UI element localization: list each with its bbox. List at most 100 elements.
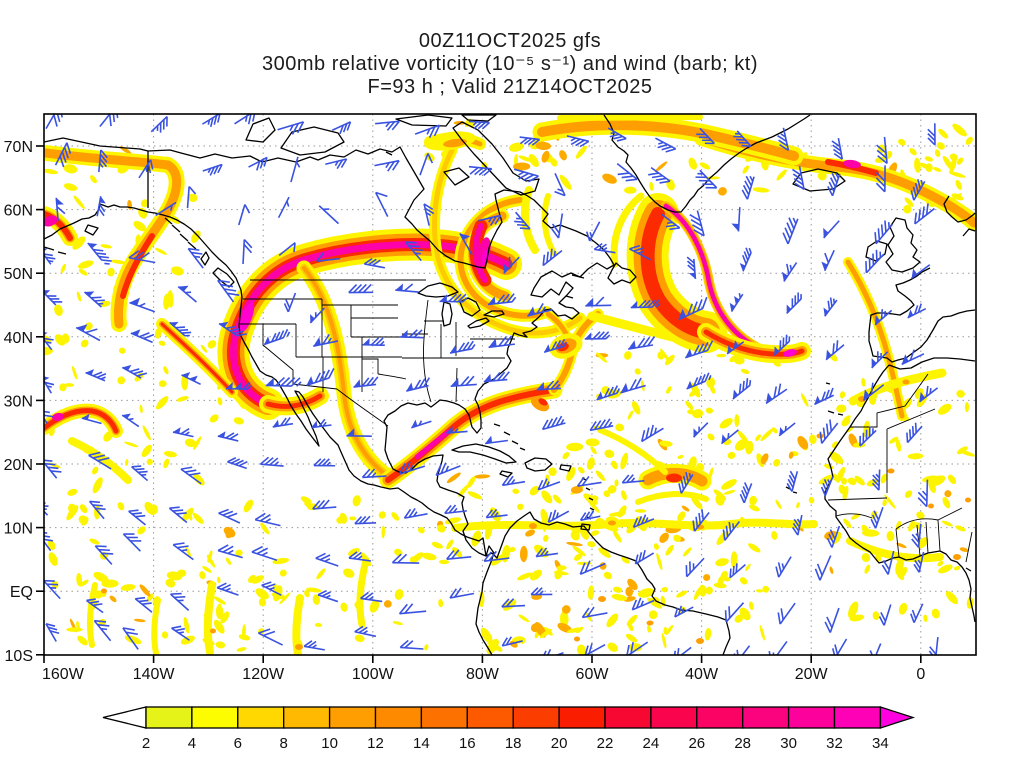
wind-barb	[777, 127, 790, 151]
wind-barb	[685, 557, 705, 578]
wind-barb	[741, 175, 755, 200]
wind-barb	[862, 382, 885, 401]
wind-barb	[501, 598, 526, 608]
colorbar-segment	[328, 706, 377, 729]
vorticity-streak	[557, 114, 703, 121]
wind-barb	[277, 121, 305, 135]
coastline-path	[44, 203, 495, 655]
colorbar-tick-label: 24	[643, 735, 660, 752]
colorbar-tick-label: 16	[459, 735, 476, 752]
wind-barb	[169, 592, 190, 611]
wind-barb	[89, 500, 106, 520]
wind-barb	[85, 369, 107, 382]
wind-barb	[374, 191, 389, 217]
wind-barb	[825, 340, 845, 361]
wind-barb	[259, 456, 284, 467]
wind-barb	[878, 604, 892, 626]
wind-barb	[865, 249, 885, 274]
wind-barb	[186, 185, 197, 209]
vorticity-streak	[638, 463, 712, 491]
wind-barb	[543, 648, 564, 655]
wind-barb	[720, 429, 739, 445]
wind-barb	[202, 114, 221, 128]
wind-barb	[503, 256, 520, 274]
wind-barb	[216, 582, 239, 596]
vorticity-streak	[428, 144, 586, 339]
coastline-path	[44, 137, 731, 655]
coastline-path	[164, 217, 197, 250]
wind-barb	[821, 250, 835, 272]
vorticity-blob	[574, 636, 580, 642]
wind-barb	[272, 416, 294, 428]
vorticity-blob	[101, 588, 107, 594]
wind-barb	[316, 252, 341, 262]
coastline-path	[385, 151, 393, 156]
wind-barb	[859, 426, 877, 447]
wind-barb	[917, 479, 929, 508]
colorbar-segment	[420, 706, 468, 729]
wind-barb	[155, 201, 177, 216]
wind-barb	[876, 136, 888, 165]
colorbar-tick-label: 18	[505, 735, 522, 752]
vorticity-blob	[696, 638, 704, 644]
wind-barb	[739, 247, 752, 272]
wind-barb	[318, 205, 340, 225]
wind-barb	[129, 297, 156, 313]
wind-barb	[733, 130, 752, 147]
wind-barb	[306, 368, 335, 387]
wind-barb	[138, 159, 154, 179]
colorbar-tick-label: 34	[872, 735, 889, 752]
y-axis-label: 10S	[5, 648, 33, 665]
coastline-path	[461, 114, 497, 122]
wind-barb	[325, 158, 348, 170]
vorticity-streak	[44, 206, 78, 246]
wind-barb	[634, 550, 655, 565]
colorbar-tick-label: 6	[234, 735, 242, 752]
wind-barb	[44, 579, 61, 600]
vorticity-streak	[156, 318, 238, 398]
wind-barb	[695, 169, 718, 189]
wind-barb	[579, 510, 601, 522]
colorbar-segment	[558, 706, 606, 729]
wind-barb	[449, 340, 476, 354]
wind-barb	[168, 506, 188, 524]
colorbar-segment	[466, 706, 514, 729]
vorticity-streak	[259, 387, 329, 416]
wind-barb	[814, 555, 832, 581]
colorbar: 2 4 6 8 10 12 14 16 18 20 22 24 26 28 30 32 34	[102, 706, 916, 752]
wind-barb	[673, 646, 692, 655]
colorbar-segment	[787, 706, 836, 729]
wind-barb	[674, 605, 694, 618]
wind-barb	[485, 508, 508, 519]
vorticity-streak	[635, 490, 709, 505]
colorbar-tick-label: 10	[321, 735, 338, 752]
wind-barb	[775, 556, 792, 578]
wind-barb	[537, 478, 561, 491]
coastline-path	[825, 382, 844, 416]
colorbar-tick-label: 2	[142, 735, 150, 752]
y-axis-label: 30N	[4, 393, 33, 410]
wind-barb	[290, 156, 301, 183]
wind-barb	[75, 324, 101, 342]
wind-barb	[585, 296, 612, 307]
colorbar-tick-label: 8	[280, 735, 288, 752]
wind-barb	[251, 545, 278, 561]
colorbar-segment	[742, 706, 790, 729]
wind-barb	[791, 514, 803, 536]
vorticity-blob	[953, 554, 961, 560]
wind-barb	[791, 166, 805, 191]
wind-barb	[911, 264, 931, 279]
wind-barb	[910, 603, 924, 623]
x-axis-label: 120W	[242, 666, 285, 683]
vorticity-streak	[843, 257, 907, 421]
border-path	[965, 531, 973, 563]
wind-barb	[88, 451, 112, 470]
wind-barb	[584, 331, 611, 340]
wind-barb	[202, 163, 223, 176]
y-axis-label: 40N	[4, 330, 33, 347]
wind-barb	[450, 375, 477, 388]
vorticity-blob	[887, 468, 895, 474]
wind-barb	[819, 419, 839, 444]
wind-barb	[724, 602, 745, 623]
wind-barb	[487, 293, 517, 306]
